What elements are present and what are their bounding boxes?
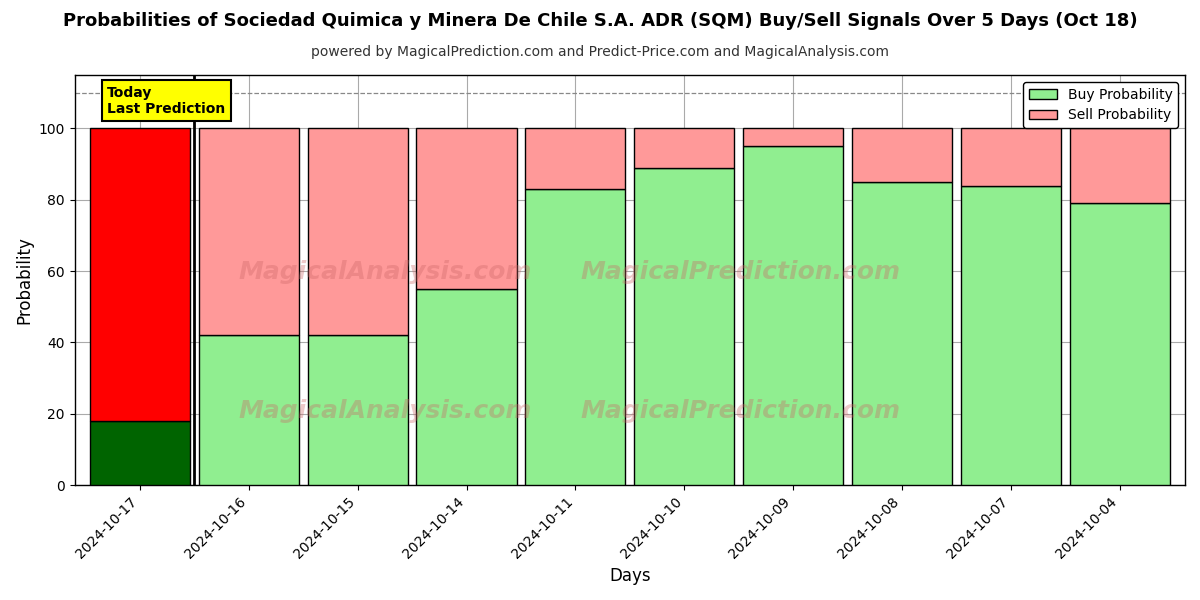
Bar xyxy=(90,421,190,485)
Bar xyxy=(1069,203,1170,485)
Bar xyxy=(961,185,1061,485)
Bar xyxy=(1069,128,1170,203)
Bar xyxy=(199,128,299,335)
Bar xyxy=(852,128,952,182)
Bar xyxy=(307,128,408,335)
Bar xyxy=(526,189,625,485)
Bar xyxy=(307,335,408,485)
Text: Today
Last Prediction: Today Last Prediction xyxy=(107,86,226,116)
Bar xyxy=(416,289,517,485)
Bar xyxy=(199,335,299,485)
Legend: Buy Probability, Sell Probability: Buy Probability, Sell Probability xyxy=(1024,82,1178,128)
Text: MagicalPrediction.com: MagicalPrediction.com xyxy=(581,400,901,424)
X-axis label: Days: Days xyxy=(610,567,650,585)
Bar xyxy=(416,128,517,289)
Text: MagicalAnalysis.com: MagicalAnalysis.com xyxy=(239,400,533,424)
Text: MagicalPrediction.com: MagicalPrediction.com xyxy=(581,260,901,284)
Bar xyxy=(90,128,190,421)
Text: MagicalAnalysis.com: MagicalAnalysis.com xyxy=(239,260,533,284)
Bar xyxy=(634,168,734,485)
Bar xyxy=(961,128,1061,185)
Text: powered by MagicalPrediction.com and Predict-Price.com and MagicalAnalysis.com: powered by MagicalPrediction.com and Pre… xyxy=(311,45,889,59)
Bar xyxy=(526,128,625,189)
Bar xyxy=(743,128,844,146)
Bar xyxy=(634,128,734,168)
Bar xyxy=(852,182,952,485)
Y-axis label: Probability: Probability xyxy=(16,236,34,324)
Bar xyxy=(743,146,844,485)
Text: Probabilities of Sociedad Quimica y Minera De Chile S.A. ADR (SQM) Buy/Sell Sign: Probabilities of Sociedad Quimica y Mine… xyxy=(62,12,1138,30)
